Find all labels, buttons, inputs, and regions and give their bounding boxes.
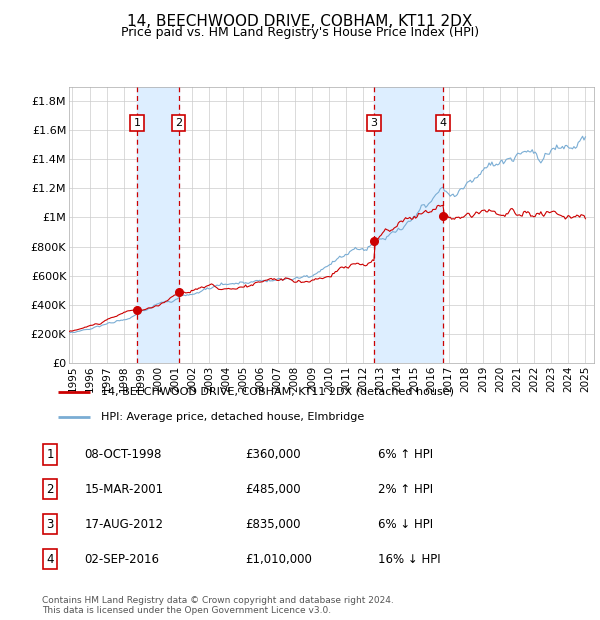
Text: 2: 2 xyxy=(46,483,54,496)
Text: 3: 3 xyxy=(46,518,53,531)
Text: 15-MAR-2001: 15-MAR-2001 xyxy=(85,483,164,496)
Text: 1: 1 xyxy=(46,448,54,461)
Text: 2% ↑ HPI: 2% ↑ HPI xyxy=(379,483,434,496)
Text: 14, BEECHWOOD DRIVE, COBHAM, KT11 2DX (detached house): 14, BEECHWOOD DRIVE, COBHAM, KT11 2DX (d… xyxy=(101,387,454,397)
Text: 6% ↓ HPI: 6% ↓ HPI xyxy=(379,518,434,531)
Text: 2: 2 xyxy=(175,118,182,128)
Text: 16% ↓ HPI: 16% ↓ HPI xyxy=(379,552,441,565)
Text: 6% ↑ HPI: 6% ↑ HPI xyxy=(379,448,434,461)
Text: 1: 1 xyxy=(133,118,140,128)
Text: 3: 3 xyxy=(370,118,377,128)
Text: 17-AUG-2012: 17-AUG-2012 xyxy=(85,518,164,531)
Bar xyxy=(137,87,179,363)
Text: Contains HM Land Registry data © Crown copyright and database right 2024.
This d: Contains HM Land Registry data © Crown c… xyxy=(42,596,394,615)
Text: £360,000: £360,000 xyxy=(245,448,301,461)
Text: 4: 4 xyxy=(439,118,446,128)
Text: £485,000: £485,000 xyxy=(245,483,301,496)
Bar xyxy=(374,87,443,363)
Text: £835,000: £835,000 xyxy=(245,518,301,531)
Text: 08-OCT-1998: 08-OCT-1998 xyxy=(85,448,162,461)
Text: 14, BEECHWOOD DRIVE, COBHAM, KT11 2DX: 14, BEECHWOOD DRIVE, COBHAM, KT11 2DX xyxy=(127,14,473,29)
Text: 4: 4 xyxy=(46,552,54,565)
Text: 02-SEP-2016: 02-SEP-2016 xyxy=(85,552,160,565)
Text: £1,010,000: £1,010,000 xyxy=(245,552,312,565)
Text: HPI: Average price, detached house, Elmbridge: HPI: Average price, detached house, Elmb… xyxy=(101,412,364,422)
Text: Price paid vs. HM Land Registry's House Price Index (HPI): Price paid vs. HM Land Registry's House … xyxy=(121,26,479,39)
